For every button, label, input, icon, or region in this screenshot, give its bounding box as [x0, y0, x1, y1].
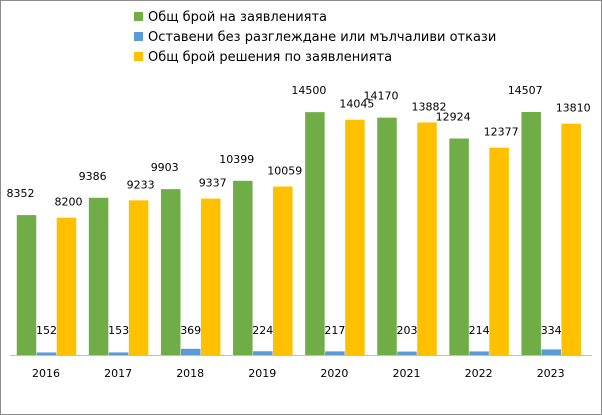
bar-2017-s2 — [128, 200, 149, 355]
legend-label-1: Оставени без разглеждане или мълчаливи о… — [148, 30, 496, 45]
data-label-2017-s2: 9233 — [127, 178, 155, 191]
data-label-2021-s0: 14170 — [364, 90, 399, 103]
bar-2018-s2 — [200, 198, 221, 355]
bar-2022-s2 — [489, 147, 509, 355]
data-label-2022-s1: 214 — [469, 324, 490, 337]
x-tick-2022: 2022 — [465, 367, 493, 380]
x-tick-2020: 2020 — [320, 367, 348, 380]
bar-2018-s0 — [160, 189, 181, 355]
x-tick-2019: 2019 — [248, 367, 276, 380]
bar-2016-s2 — [56, 217, 77, 355]
bar-2017-s0 — [88, 197, 109, 355]
data-label-2019-s0: 10399 — [219, 153, 254, 166]
legend-swatch-2 — [134, 52, 143, 61]
bar-2019-s0 — [233, 180, 253, 355]
bar-2023-s0 — [521, 112, 541, 355]
x-tick-2023: 2023 — [537, 367, 565, 380]
bar-2023-s2 — [561, 123, 581, 356]
x-tick-2016: 2016 — [32, 367, 60, 380]
data-label-2016-s0: 8352 — [7, 187, 35, 200]
data-label-2020-s2: 14045 — [339, 98, 374, 111]
x-tick-2018: 2018 — [176, 367, 204, 380]
data-label-2023-s1: 334 — [541, 324, 562, 337]
bar-2021-s1 — [397, 351, 417, 355]
data-label-2022-s0: 12924 — [436, 111, 471, 124]
data-label-2021-s2: 13882 — [412, 100, 447, 113]
bar-2020-s0 — [305, 112, 325, 355]
bar-2022-s0 — [449, 138, 469, 355]
data-label-2022-s2: 12377 — [484, 126, 519, 139]
legend-swatch-1 — [134, 32, 143, 41]
x-tick-2017: 2017 — [104, 367, 132, 380]
bar-2018-s1 — [180, 348, 201, 355]
data-label-2019-s2: 10059 — [267, 165, 302, 178]
bar-2017-s1 — [108, 352, 129, 355]
bar-2020-s2 — [345, 119, 365, 355]
bar-2016-s0 — [16, 215, 37, 355]
legend-label-2: Общ брой решения по заявленията — [148, 50, 392, 65]
data-label-2020-s0: 14500 — [291, 84, 326, 97]
data-label-2019-s1: 224 — [252, 324, 273, 337]
data-label-2016-s2: 8200 — [55, 196, 83, 209]
data-label-2017-s1: 153 — [108, 324, 129, 337]
data-label-2018-s0: 9903 — [151, 161, 179, 174]
data-label-2017-s0: 9386 — [79, 170, 107, 183]
bar-2023-s1 — [541, 349, 561, 355]
data-label-2018-s2: 9337 — [199, 177, 227, 190]
data-label-2018-s1: 369 — [180, 324, 201, 337]
bar-2019-s1 — [253, 351, 273, 355]
legend-swatch-0 — [134, 12, 143, 21]
bar-2016-s1 — [36, 352, 57, 355]
data-label-2020-s1: 217 — [324, 324, 345, 337]
data-label-2021-s1: 203 — [397, 324, 418, 337]
bar-2019-s2 — [273, 186, 293, 355]
bar-2021-s0 — [377, 117, 397, 355]
data-label-2023-s0: 14507 — [508, 84, 543, 97]
x-tick-2021: 2021 — [393, 367, 421, 380]
bar-2020-s1 — [325, 351, 345, 355]
bar-2021-s2 — [417, 122, 437, 355]
data-label-2023-s2: 13810 — [556, 102, 591, 115]
data-label-2016-s1: 152 — [36, 324, 57, 337]
bar-2022-s1 — [469, 351, 489, 355]
legend-label-0: Общ брой на заявленията — [148, 10, 327, 25]
